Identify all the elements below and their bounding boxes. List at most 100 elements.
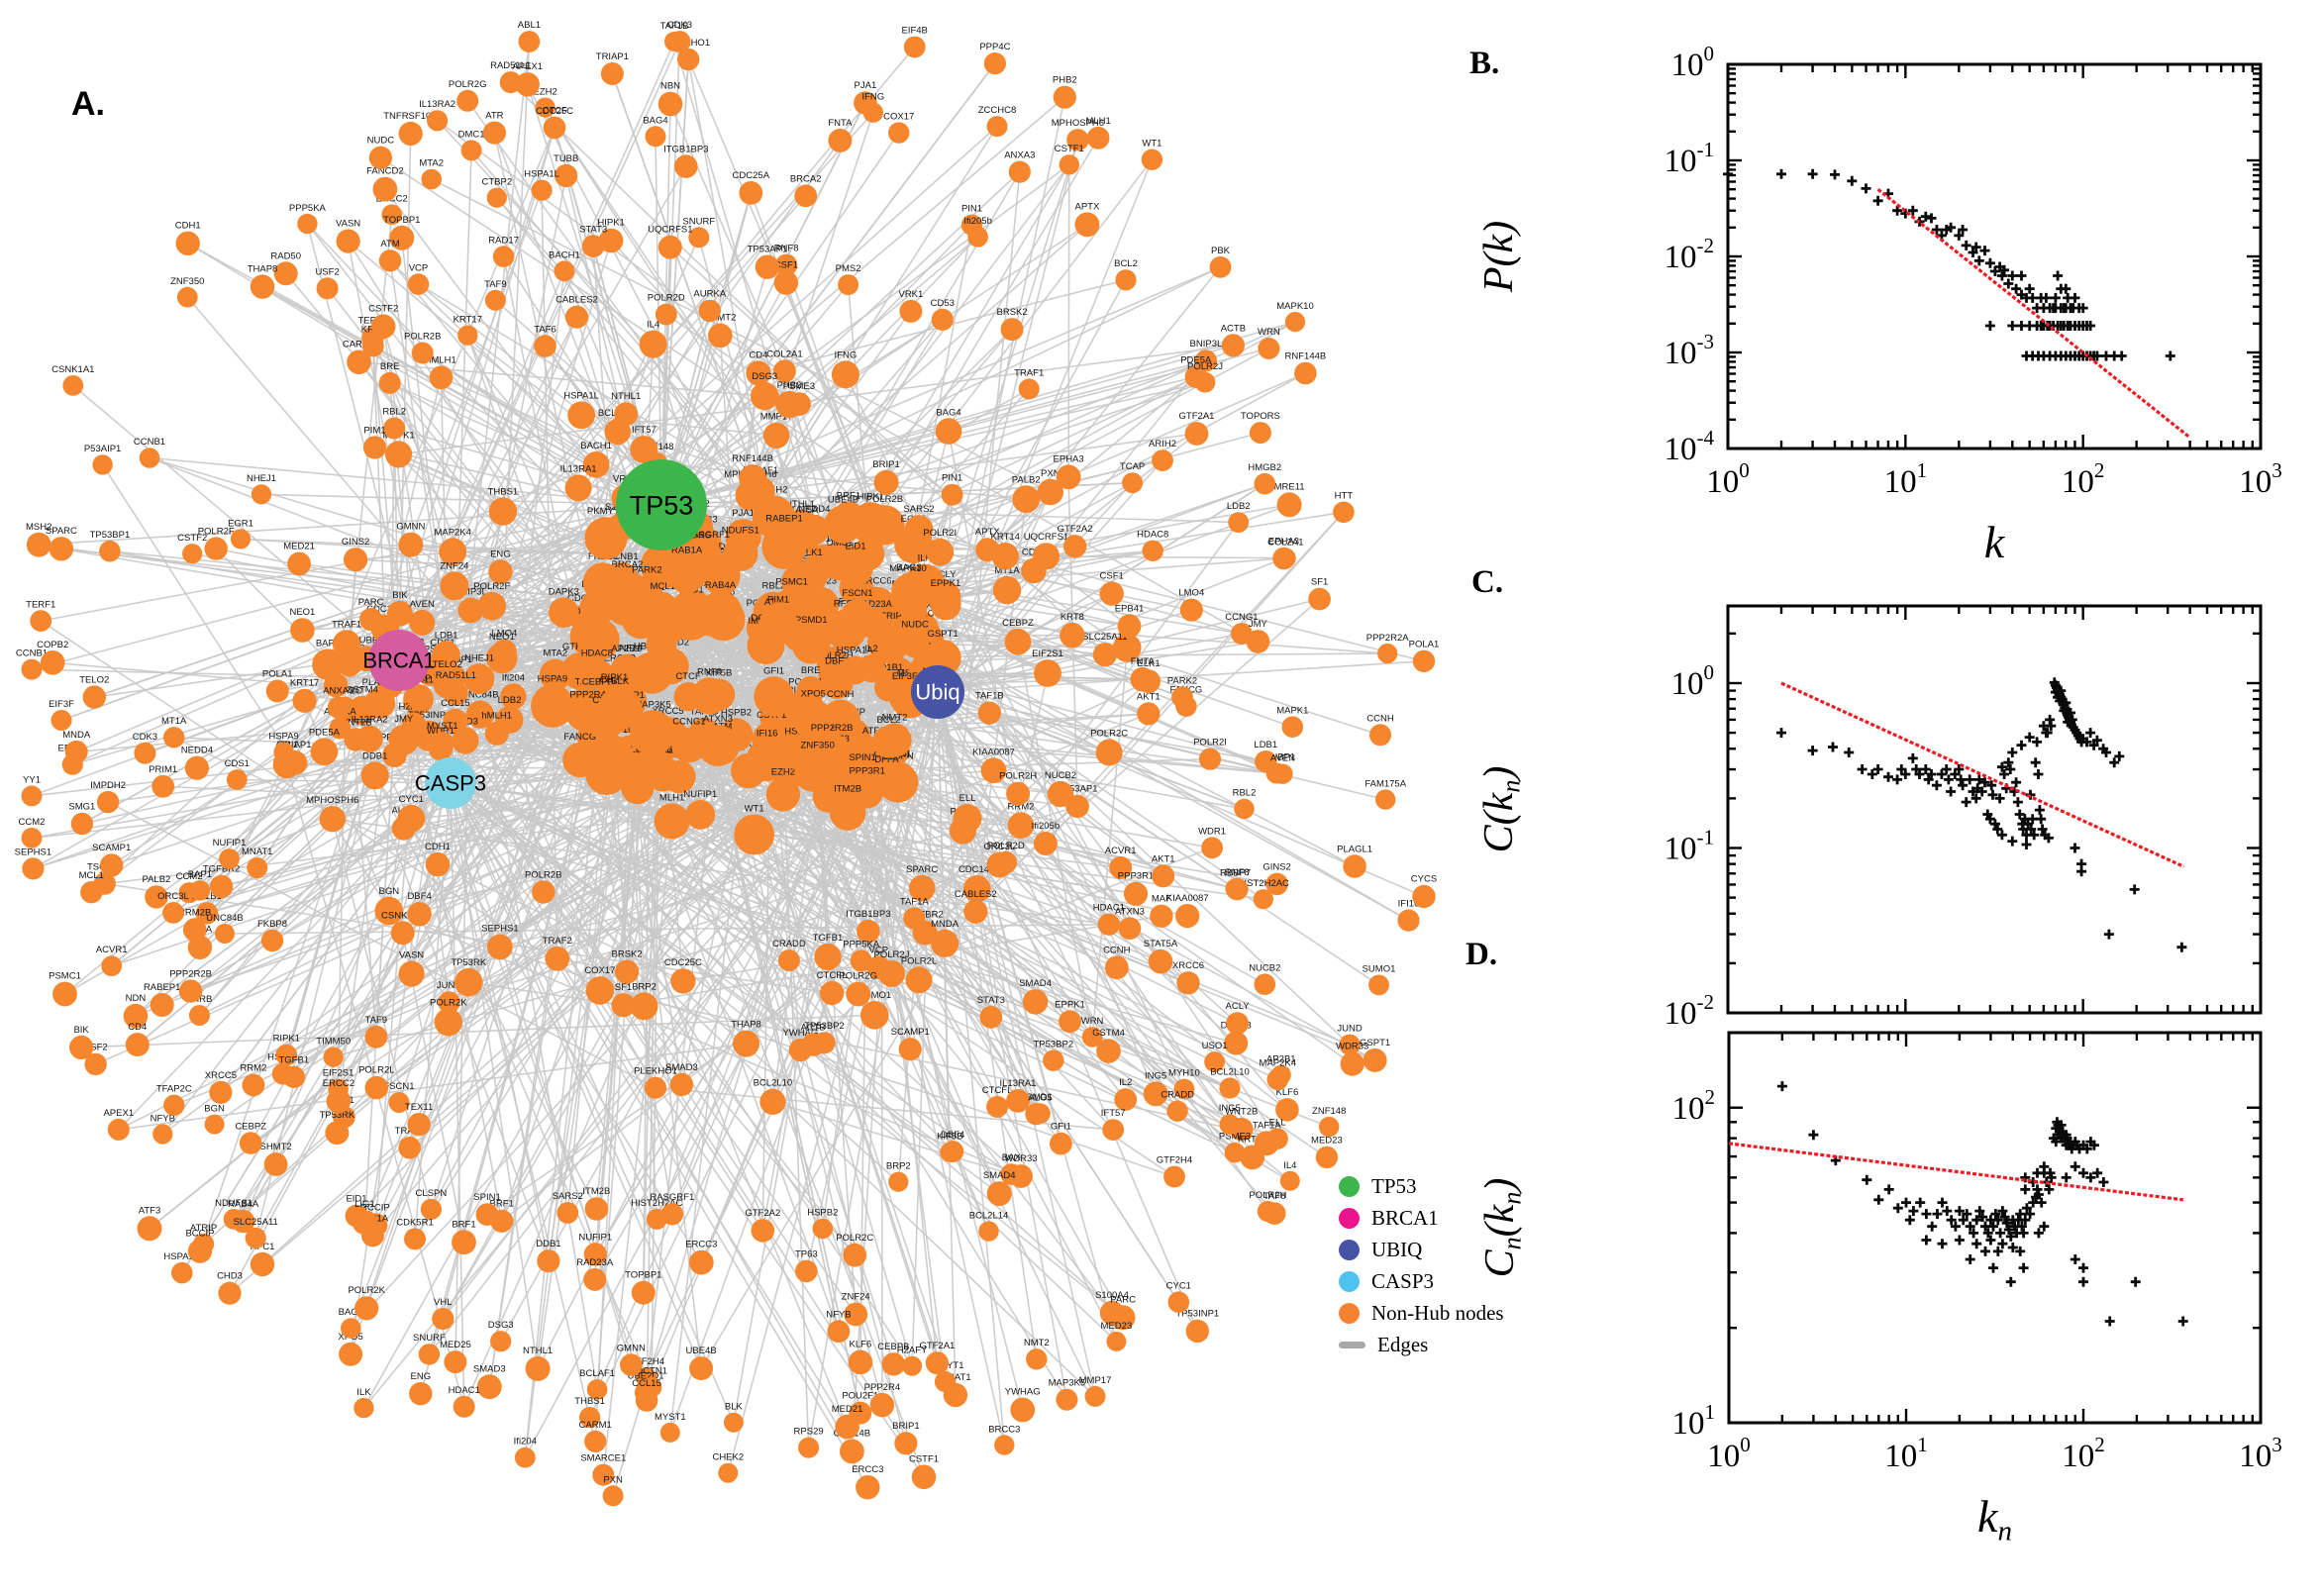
network-node-label: CDH1 xyxy=(175,221,201,232)
network-node-label: NFYB xyxy=(826,1309,851,1320)
network-node xyxy=(838,551,873,586)
network-node-label: HDAC1 xyxy=(449,1385,480,1396)
network-node xyxy=(576,618,620,661)
network-node-label: NEO1 xyxy=(289,607,315,618)
network-node xyxy=(378,371,401,394)
network-node xyxy=(444,681,468,706)
network-node-label: LIG1 xyxy=(354,1199,375,1210)
network-node xyxy=(911,1464,937,1490)
network-node-label: SMARCE1 xyxy=(580,1453,626,1464)
network-node xyxy=(354,1296,379,1321)
network-node-label: TRIAP1 xyxy=(278,740,311,750)
network-node-label: LMO4 xyxy=(491,629,517,640)
network-node xyxy=(218,1281,242,1305)
network-node-label: POLR2B xyxy=(525,869,562,880)
network-node-label: MTA2 xyxy=(543,648,567,659)
network-node xyxy=(688,227,710,249)
network-node-label: CCNH xyxy=(1366,713,1394,724)
network-node-label: TP53RK xyxy=(451,957,487,968)
network-node-label: WNT2B xyxy=(339,717,371,728)
network-node-label: BAX xyxy=(1002,1152,1022,1163)
network-node xyxy=(475,1203,499,1226)
network-node xyxy=(1412,884,1436,909)
network-node-label: EPHA3 xyxy=(1054,454,1084,465)
network-node xyxy=(620,1353,643,1376)
panel-a-label: A. xyxy=(71,85,105,123)
network-node-label: MYH10 xyxy=(1168,1068,1200,1079)
network-node xyxy=(777,949,800,972)
network-node-label: SHMT2 xyxy=(704,313,736,324)
network-node-label: TAF1B xyxy=(660,21,689,32)
network-node-label: PIN1 xyxy=(961,203,982,214)
network-node-label: Ifi205b xyxy=(1032,821,1060,832)
network-node xyxy=(1143,1081,1168,1107)
network-node xyxy=(49,537,74,561)
network-node-label: ACLY xyxy=(1226,1001,1251,1012)
network-node-label: SNURF xyxy=(413,1333,446,1344)
network-node xyxy=(482,121,506,145)
network-node-label: NEO1 xyxy=(489,632,515,643)
network-node-label: TUBB xyxy=(354,635,378,646)
network-node-label: USF2 xyxy=(315,266,339,277)
network-node xyxy=(794,184,818,208)
network-node-label: TP53AP1 xyxy=(748,245,788,255)
network-node-label: GFI1 xyxy=(763,665,784,676)
plot-frame xyxy=(1726,604,2263,1015)
network-node-label: GINS2 xyxy=(342,537,370,548)
network-node-label: CDC25C xyxy=(536,106,573,117)
network-node-label: PSMC1 xyxy=(775,577,808,588)
network-node-label: S100A4 xyxy=(1095,1290,1129,1301)
network-node-label: BRIP1 xyxy=(872,459,899,470)
network-node xyxy=(273,742,294,762)
network-node xyxy=(1099,581,1124,606)
network-node xyxy=(182,544,203,564)
legend-node-swatch xyxy=(1339,1208,1360,1229)
network-node xyxy=(82,685,107,709)
network-node-label: LDB1 xyxy=(435,630,458,641)
network-node xyxy=(457,325,478,346)
network-node-label: RAB4A xyxy=(228,1199,259,1210)
network-node xyxy=(355,725,383,752)
network-node-label: CYC1 xyxy=(399,794,424,805)
network-node xyxy=(260,929,284,952)
network-node xyxy=(645,126,666,148)
network-node xyxy=(439,538,467,566)
network-node xyxy=(1234,798,1255,820)
network-node-label: HDAC1 xyxy=(1093,903,1125,914)
network-node-label: STAT3 xyxy=(579,224,607,235)
hub-node-casp3 xyxy=(425,757,476,809)
network-node-label: HTT xyxy=(1335,491,1354,502)
network-node-label: TP53BP1 xyxy=(90,530,131,541)
network-node-label: PKMYT1 xyxy=(587,506,625,517)
network-node xyxy=(250,1251,275,1277)
network-node-label: BCLAF1 xyxy=(579,1368,615,1379)
hub-node-tp53 xyxy=(616,459,707,550)
network-node-label: CRADD xyxy=(772,939,806,949)
network-node xyxy=(407,273,430,295)
network-node-label: TRAF1 xyxy=(1014,367,1044,378)
hub-label: BRCA1 xyxy=(362,648,435,673)
network-node xyxy=(894,1432,918,1455)
network-node xyxy=(195,902,219,925)
network-node xyxy=(688,1249,714,1275)
network-node xyxy=(925,1351,950,1375)
network-node xyxy=(1081,1027,1103,1047)
network-node-label: ORC3L xyxy=(983,842,1015,852)
network-node-label: HSPA1A xyxy=(163,1251,200,1262)
network-node-label: WDR1 xyxy=(1198,826,1226,837)
network-node-label: IL13RA1 xyxy=(560,463,597,474)
network-node xyxy=(986,116,1008,138)
network-node-label: AURKA xyxy=(693,289,726,300)
network-node-label: TOPORS xyxy=(1241,411,1280,422)
network-node xyxy=(101,955,123,976)
network-node-label: CDC14B xyxy=(959,864,996,875)
network-node-label: NBN xyxy=(660,81,680,92)
network-node xyxy=(786,392,811,417)
network-node-label: UQCRFS1 xyxy=(648,225,692,236)
network-node xyxy=(794,557,829,593)
network-node-label: CDK5R1 xyxy=(396,1217,434,1228)
network-node xyxy=(1114,1088,1138,1111)
network-node xyxy=(739,464,766,492)
network-node-label: CLSPN xyxy=(416,1188,448,1199)
network-node xyxy=(856,1475,880,1500)
